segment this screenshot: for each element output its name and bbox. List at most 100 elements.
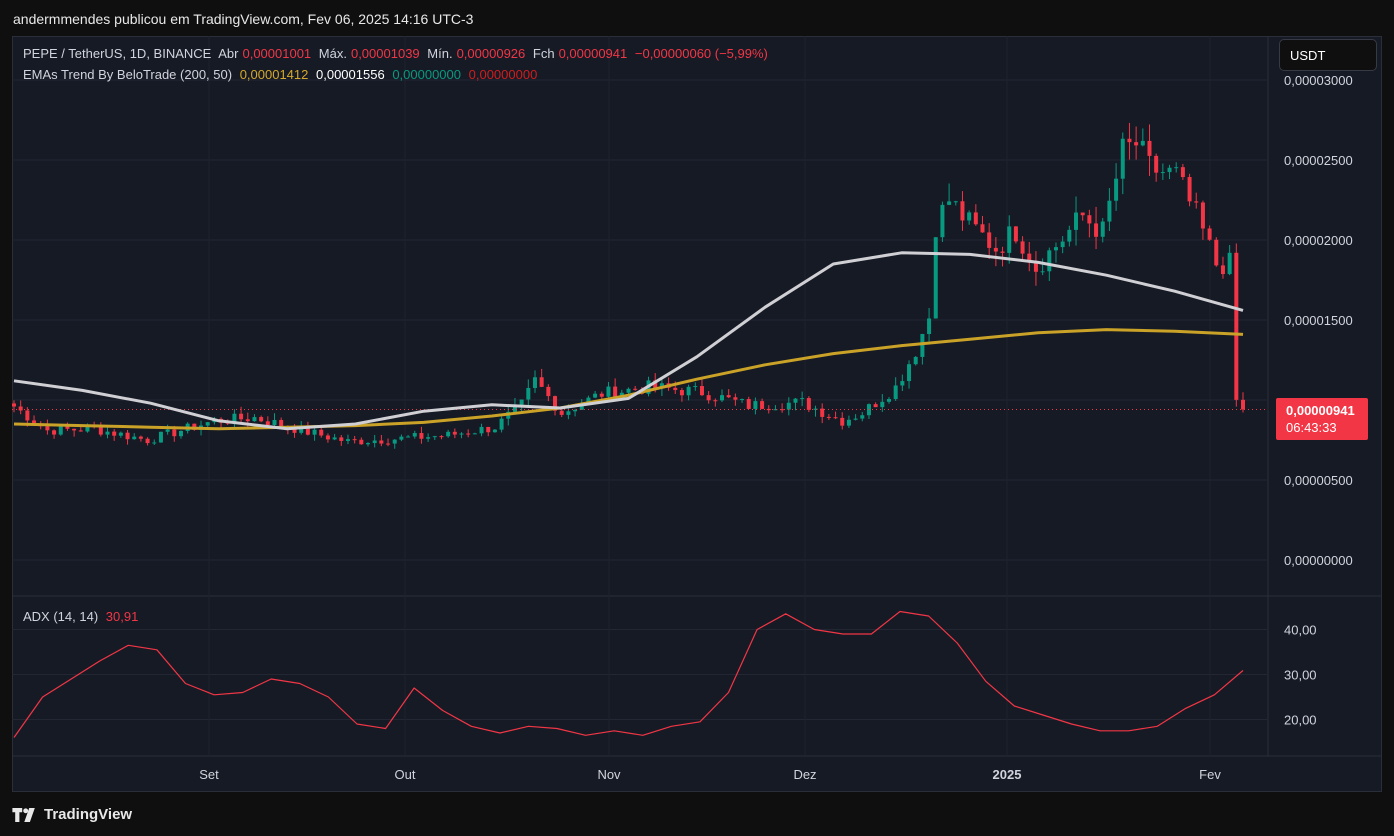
top-bar: andermmendes publicou em TradingView.com… <box>0 0 1394 36</box>
candle-body <box>1154 155 1159 173</box>
candle-body <box>332 437 337 440</box>
candle-body <box>586 397 591 405</box>
candle-body <box>599 393 604 397</box>
time-tick-label: Dez <box>793 767 816 782</box>
candle-body <box>239 413 244 420</box>
time-tick-label: 2025 <box>993 767 1022 782</box>
candle-body <box>379 440 384 444</box>
candle-body <box>25 410 30 421</box>
ema-50-line <box>13 251 1244 431</box>
indicator-value-2: 0,00001556 <box>316 67 385 82</box>
candle-body <box>686 386 691 396</box>
candle-body <box>45 426 50 431</box>
candle-body <box>806 398 811 410</box>
candle-body <box>1100 221 1105 237</box>
candle-body <box>566 411 571 415</box>
candle-body <box>526 387 531 400</box>
candle-body <box>1020 241 1025 254</box>
candle-body <box>1027 253 1032 263</box>
candle-body <box>853 418 858 420</box>
candle-body <box>399 436 404 440</box>
low-label: Mín. <box>427 46 453 61</box>
candle-body <box>826 416 831 418</box>
candle-body <box>359 439 364 445</box>
indicator-value-4: 0,00000000 <box>468 67 538 82</box>
low-value: 0,00000926 <box>456 46 526 61</box>
candle-body <box>726 395 731 398</box>
candle-body <box>366 443 371 445</box>
candle-body <box>740 399 745 401</box>
candle-body <box>1000 251 1005 253</box>
candle-body <box>138 436 143 439</box>
candle-body <box>893 385 898 400</box>
candle-body <box>1074 212 1079 230</box>
symbol-legend[interactable]: PEPE / TetherUS, 1D, BINANCE Abr 0,000010… <box>23 46 772 61</box>
candle-body <box>927 318 932 334</box>
chart-canvas[interactable]: 0,00003000 0,00002500 0,00002000 0,00001500… <box>12 36 1382 792</box>
candle-body <box>706 395 711 401</box>
close-label: Fch <box>532 46 555 61</box>
candle-body <box>1227 252 1232 275</box>
candle-body <box>546 386 551 397</box>
price-tick-label: 0,00002000 <box>1284 233 1353 248</box>
candle-body <box>492 429 497 433</box>
candle-body <box>579 404 584 410</box>
candle-body <box>1067 229 1072 242</box>
candle-body <box>158 431 163 443</box>
candle-body <box>312 429 317 435</box>
candle-body <box>252 417 257 422</box>
candle-body <box>1087 215 1092 224</box>
candle-body <box>699 386 704 396</box>
symbol-name[interactable]: PEPE / TetherUS, 1D, BINANCE <box>23 46 212 61</box>
candle-body <box>1167 167 1172 173</box>
candle-body <box>519 399 524 405</box>
candle-body <box>125 432 130 440</box>
candle-body <box>165 429 170 432</box>
candle-body <box>886 399 891 402</box>
candle-body <box>446 431 451 437</box>
time-tick-label: Fev <box>1199 767 1221 782</box>
candle-body <box>1134 142 1139 146</box>
candle-body <box>472 433 477 435</box>
open-label: Abr <box>218 46 239 61</box>
candle-body <box>1013 226 1018 242</box>
candle-body <box>539 377 544 387</box>
candle-body <box>372 440 377 444</box>
indicator-name[interactable]: EMAs Trend By BeloTrade (200, 50) <box>23 67 233 82</box>
candle-body <box>833 417 838 419</box>
candle-body <box>793 398 798 403</box>
candle-body <box>1180 167 1185 178</box>
candle-body <box>32 420 37 424</box>
candle-body <box>58 426 63 435</box>
candle-body <box>339 437 344 441</box>
adx-name[interactable]: ADX (14, 14) <box>23 609 99 624</box>
candle-body <box>72 428 77 431</box>
candle-body <box>1047 250 1052 272</box>
candle-body <box>1234 252 1239 400</box>
candle-body <box>713 400 718 402</box>
candle-body <box>245 419 250 422</box>
candle-body <box>846 419 851 426</box>
time-tick-label: Set <box>199 767 219 782</box>
candle-body <box>386 443 391 445</box>
candle-body <box>432 436 437 438</box>
candle-body <box>292 428 297 433</box>
candle-body <box>733 397 738 400</box>
candle-body <box>780 409 785 411</box>
adx-line <box>13 610 1244 738</box>
tradingview-logo[interactable]: TradingView <box>12 806 132 823</box>
candle-body <box>907 364 912 382</box>
publisher-byline: andermmendes publicou em TradingView.com… <box>13 11 474 27</box>
candle-body <box>786 402 791 410</box>
candle-body <box>920 333 925 357</box>
indicator-legend[interactable]: EMAs Trend By BeloTrade (200, 50) 0,0000… <box>23 67 541 82</box>
candle-body <box>452 431 457 435</box>
time-tick-label: Out <box>395 767 416 782</box>
last-price-tag: 0,00000941 06:43:33 <box>1276 398 1368 440</box>
candle-body <box>880 401 885 408</box>
adx-legend[interactable]: ADX (14, 14) 30,91 <box>23 609 142 624</box>
candle-body <box>1174 167 1179 169</box>
candle-body <box>967 212 972 221</box>
currency-button[interactable]: USDT <box>1279 39 1377 71</box>
candle-body <box>426 437 431 439</box>
